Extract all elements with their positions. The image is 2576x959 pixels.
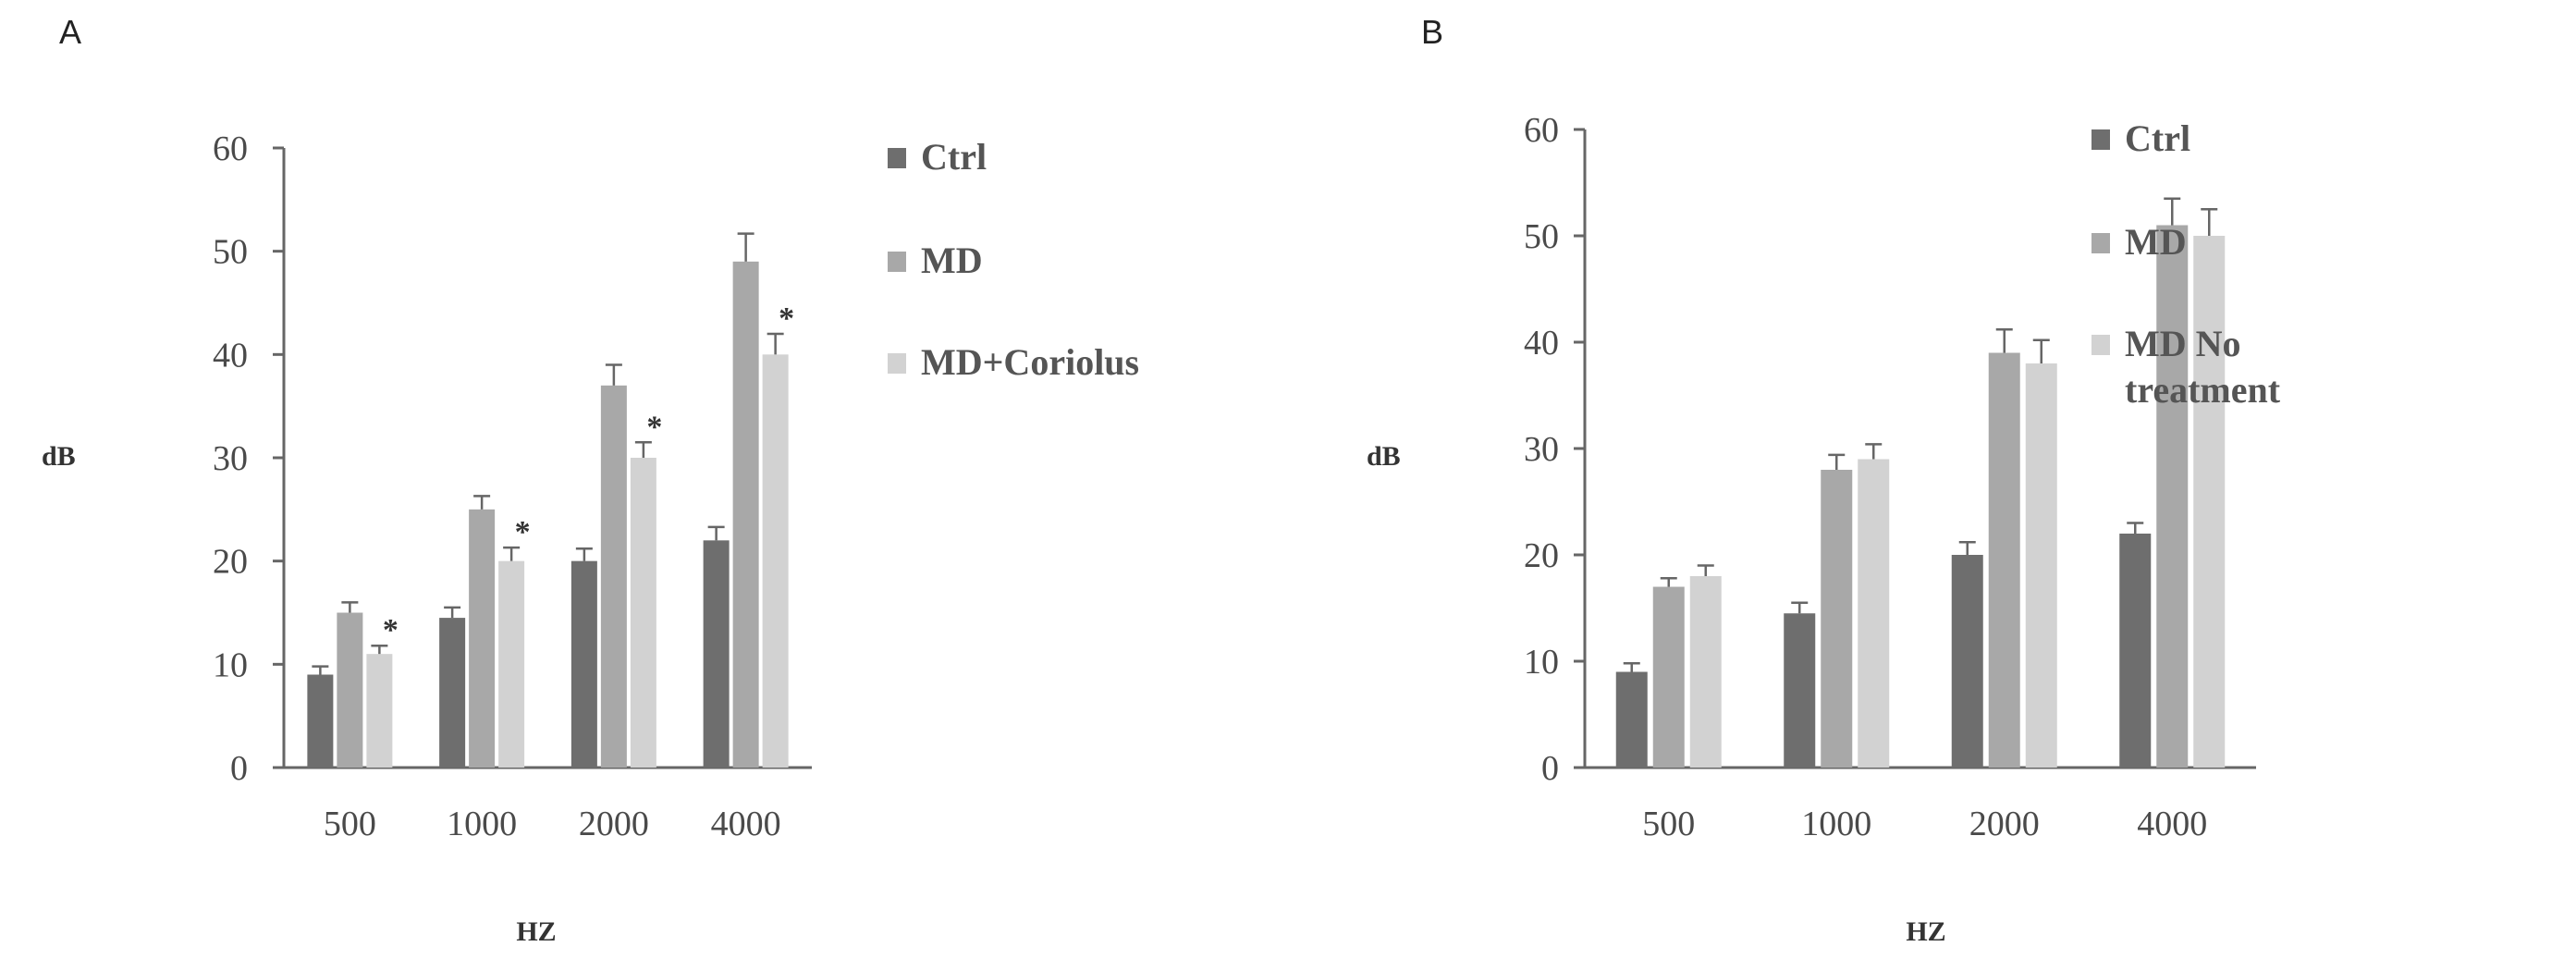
panel-b-x-tick-label: 2000 [1969,805,2040,843]
panel-a-bar-md [337,612,363,768]
panel-a-bar-ctrl [703,540,730,768]
panel-a: A dB HZ 0 10 20 30 40 50 60 500 1000 2000 4000 * * * *… [42,13,1139,947]
panel-a-legend: Ctrl MD MD+Coriolus [888,136,1139,383]
panel-a-legend-swatch [888,353,906,374]
panel-b-y-tick-label: 0 [1541,749,1559,788]
panel-b-bar-md-no-treatment [2193,236,2226,768]
panel-a-legend-swatch [888,252,906,272]
panel-b-y-tick-label: 20 [1524,536,1559,575]
panel-a-significance-star: * [779,301,794,336]
panel-a-y-tick-label: 50 [213,233,248,272]
panel-a-bar-md-coriolus [630,458,656,768]
panel-a-y-tick-label: 20 [213,543,248,582]
panel-b: B dB HZ 0 10 20 30 40 50 60 500 1000 2000 4000 Ctr… [1367,13,2281,947]
panel-b-bar-ctrl [1615,671,1648,768]
panel-a-legend-swatch [888,148,906,168]
panel-b-bar-ctrl [2119,534,2152,768]
panel-a-x-tick-label: 2000 [579,805,649,843]
panel-a-y-tick-label: 10 [213,645,248,684]
panel-b-legend-swatch [2091,233,2110,253]
panel-a-bar-md [469,509,496,768]
panel-b-bar-md [1821,470,1853,768]
panel-b-legend-label: MD [2125,221,2187,263]
panel-a-x-axis-title: HZ [516,916,556,947]
panel-b-bar-md-no-treatment [1689,576,1722,768]
panel-b-label: B [1421,13,1443,51]
panel-b-x-axis-title: HZ [1906,916,1945,947]
panel-b-legend-label: MD No treatment [2125,323,2281,411]
panel-b-x-tick-label: 500 [1642,805,1695,843]
panel-a-significance-star: * [646,410,662,444]
panel-a-x-tick-label: 4000 [711,805,781,843]
panel-b-x-tick-label: 1000 [1801,805,1871,843]
panel-a-x-tick-label: 500 [324,805,376,843]
panel-b-bar-md-no-treatment [2025,363,2057,768]
panel-b-y-tick-label: 10 [1524,643,1559,682]
panel-b-bar-ctrl [1784,613,1816,768]
panel-a-y-tick-label: 40 [213,336,248,375]
panel-a-y-tick-label: 0 [230,749,248,788]
panel-a-bar-ctrl [307,674,334,768]
panel-a-y-tick-label: 30 [213,439,248,478]
panel-a-y-axis-title: dB [42,441,76,472]
panel-a-y-tick-label: 60 [213,129,248,168]
panel-a-legend-label: MD [921,240,983,281]
panel-b-y-tick-label: 50 [1524,217,1559,256]
panel-b-bar-md [1652,586,1685,768]
panel-b-bar-md [1988,352,2020,768]
panel-a-label: A [59,13,81,51]
panel-a-bar-md [600,385,627,768]
panel-b-bar-ctrl [1951,555,1983,768]
panel-b-y-axis-title: dB [1367,441,1401,472]
panel-b-y-tick-label: 40 [1524,324,1559,363]
panel-b-y-tick-label: 60 [1524,111,1559,150]
panel-b-legend-swatch [2091,129,2110,150]
panel-b-legend-swatch [2091,335,2110,355]
panel-a-significance-star: * [515,515,531,549]
panel-a-bar-md-coriolus [366,654,393,768]
panel-b-y-tick-label: 30 [1524,430,1559,469]
panel-a-bar-md-coriolus [762,354,789,768]
panel-a-bar-ctrl [570,560,597,768]
panel-a-bar-md-coriolus [498,560,525,768]
panel-a-x-tick-label: 1000 [447,805,517,843]
panel-b-bar-md [2156,225,2189,768]
panel-b-bar-md-no-treatment [1858,459,1890,768]
panel-a-bar-ctrl [439,618,466,768]
panel-b-legend: Ctrl MD MD No treatment [2091,117,2281,411]
panel-a-plot: 0 10 20 30 40 50 60 500 1000 2000 4000 * * * * [213,129,812,843]
panel-a-significance-star: * [383,613,399,647]
panel-a-legend-label: Ctrl [921,136,987,178]
panel-a-legend-label: MD+Coriolus [921,341,1139,383]
panel-b-x-tick-label: 4000 [2137,805,2207,843]
panel-b-plot: 0 10 20 30 40 50 60 500 1000 2000 4000 [1524,111,2256,843]
panel-a-bar-md [732,261,759,768]
panel-b-legend-label: Ctrl [2125,117,2190,159]
